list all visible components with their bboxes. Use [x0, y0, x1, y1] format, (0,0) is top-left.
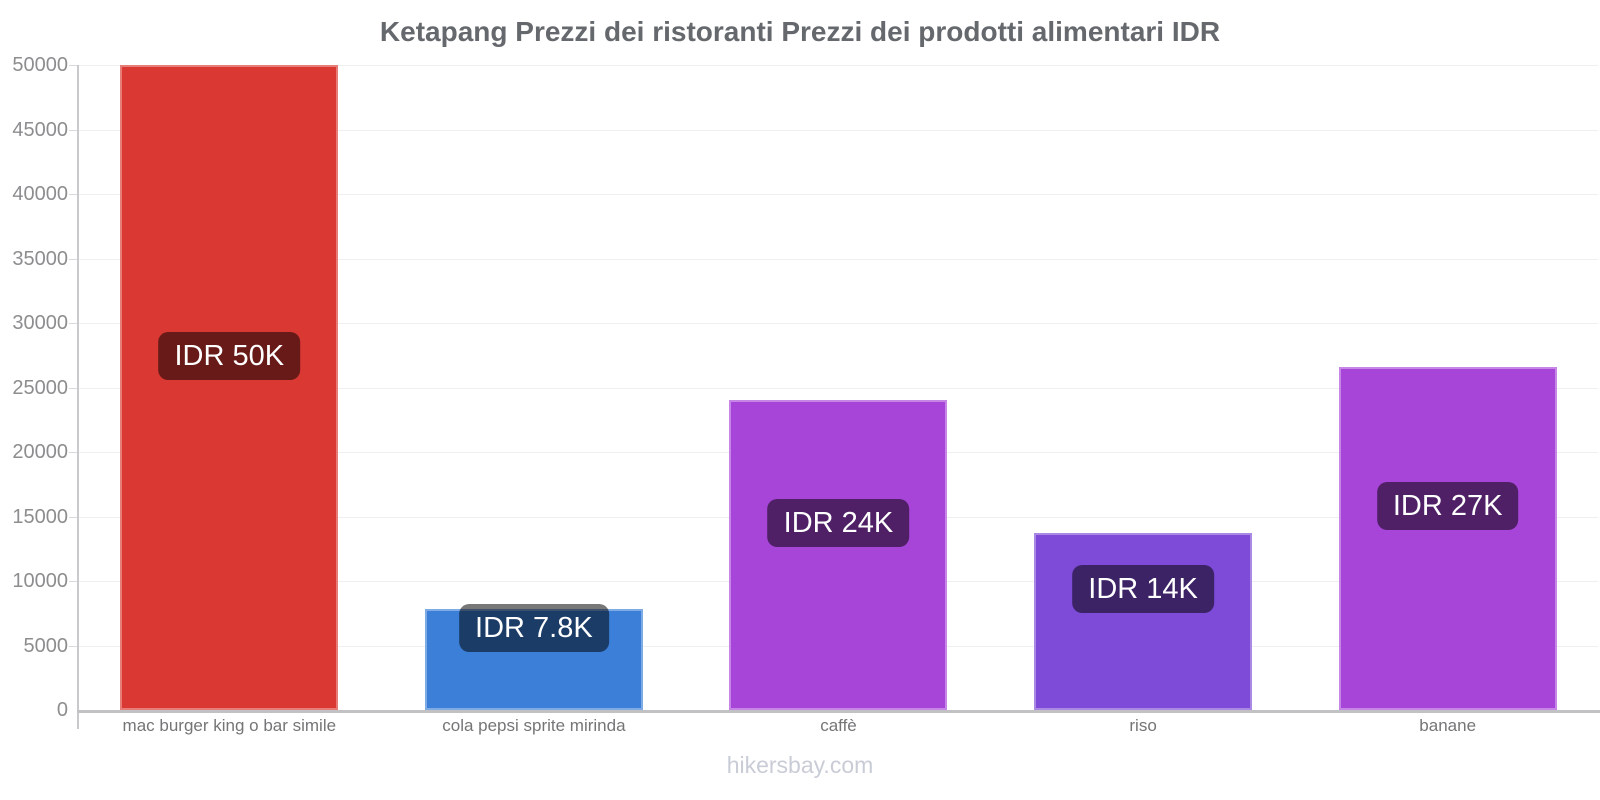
- bar-value-badge: IDR 24K: [767, 499, 910, 548]
- bars-layer: IDR 50K IDR 7.8K IDR 24K IDR 14K IDR 27K: [77, 65, 1600, 710]
- bar-group-4: IDR 27K: [1295, 65, 1600, 710]
- y-tick-mark: [69, 258, 77, 260]
- x-category-label-3: riso: [1129, 716, 1157, 735]
- y-tick-mark: [69, 581, 77, 582]
- bar-value-badge: IDR 50K: [158, 331, 301, 380]
- y-tick-mark: [69, 516, 77, 518]
- gridline: [77, 129, 1598, 131]
- y-tick-label: 10000: [12, 570, 68, 592]
- y-tick-label: 0: [56, 699, 68, 721]
- bar-value-badge: IDR 14K: [1072, 565, 1214, 614]
- gridline: [77, 194, 1598, 195]
- y-axis-line: [77, 65, 79, 729]
- x-axis-category-labels: mac burger king o bar simile cola pepsi s…: [77, 714, 1600, 738]
- y-tick-label: 25000: [12, 376, 68, 399]
- x-axis-line: [77, 710, 1600, 713]
- y-tick-label: 35000: [12, 247, 68, 270]
- watermark: hikersbay.com: [726, 752, 874, 778]
- bar-4[interactable]: IDR 27K: [1338, 366, 1557, 710]
- bar-value-badge: IDR 7.8K: [459, 603, 609, 652]
- y-tick-label: 5000: [23, 634, 69, 657]
- y-tick-mark: [69, 323, 77, 324]
- y-tick-mark: [69, 194, 77, 195]
- gridline: [77, 258, 1598, 260]
- x-category-label-2: caffè: [820, 716, 857, 735]
- y-tick-mark: [69, 65, 77, 66]
- y-tick-mark: [69, 645, 77, 647]
- bar-3[interactable]: IDR 14K: [1034, 532, 1253, 710]
- gridline: [77, 387, 1598, 389]
- y-tick-label: 15000: [12, 505, 68, 528]
- bar-group-0: IDR 50K: [77, 65, 382, 710]
- bar-group-3: IDR 14K: [991, 65, 1296, 710]
- y-tick-mark: [69, 387, 77, 389]
- x-category-label-1: cola pepsi sprite mirinda: [442, 716, 626, 735]
- gridline: [77, 323, 1598, 324]
- y-tick-mark: [69, 129, 77, 131]
- x-category-label-4: banane: [1419, 716, 1477, 735]
- chart-title: Ketapang Prezzi dei ristoranti Prezzi de…: [379, 16, 1221, 47]
- y-tick-mark: [69, 452, 77, 453]
- y-tick-label: 45000: [12, 118, 68, 141]
- bar-1[interactable]: IDR 7.8K: [424, 603, 643, 710]
- y-tick-label: 30000: [12, 312, 68, 334]
- x-category-label-0: mac burger king o bar simile: [122, 716, 337, 735]
- y-tick-label: 20000: [12, 441, 68, 463]
- bar-value-badge: IDR 27K: [1376, 482, 1519, 531]
- plot-area: IDR 50K IDR 7.8K IDR 24K IDR 14K IDR 27K: [69, 65, 1600, 710]
- bar-2[interactable]: IDR 24K: [729, 400, 948, 710]
- bar-0[interactable]: IDR 50K: [120, 65, 339, 710]
- y-tick-label: 40000: [12, 183, 68, 205]
- gridline: [77, 65, 1598, 66]
- bar-group-2: IDR 24K: [686, 65, 991, 710]
- y-tick-label: 50000: [12, 54, 68, 76]
- y-axis-tick-labels: 0 5000 10000 15000 20000 25000 30000 35000 40000…: [0, 54, 69, 721]
- bar-group-1: IDR 7.8K: [382, 65, 687, 710]
